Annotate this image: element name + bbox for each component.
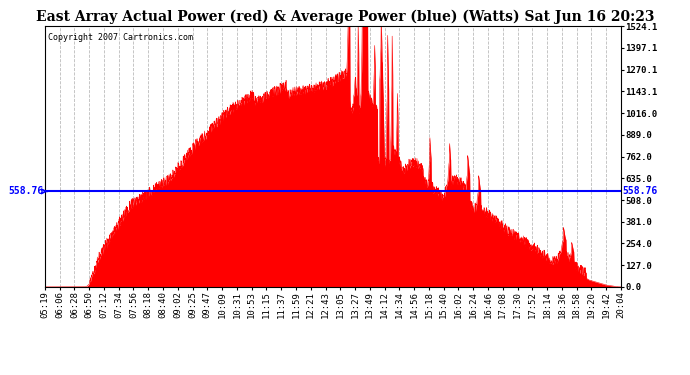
Text: 558.76: 558.76: [8, 186, 43, 196]
Text: Copyright 2007 Cartronics.com: Copyright 2007 Cartronics.com: [48, 33, 193, 42]
Text: East Array Actual Power (red) & Average Power (blue) (Watts) Sat Jun 16 20:23: East Array Actual Power (red) & Average …: [36, 9, 654, 24]
Text: 558.76: 558.76: [622, 186, 658, 196]
